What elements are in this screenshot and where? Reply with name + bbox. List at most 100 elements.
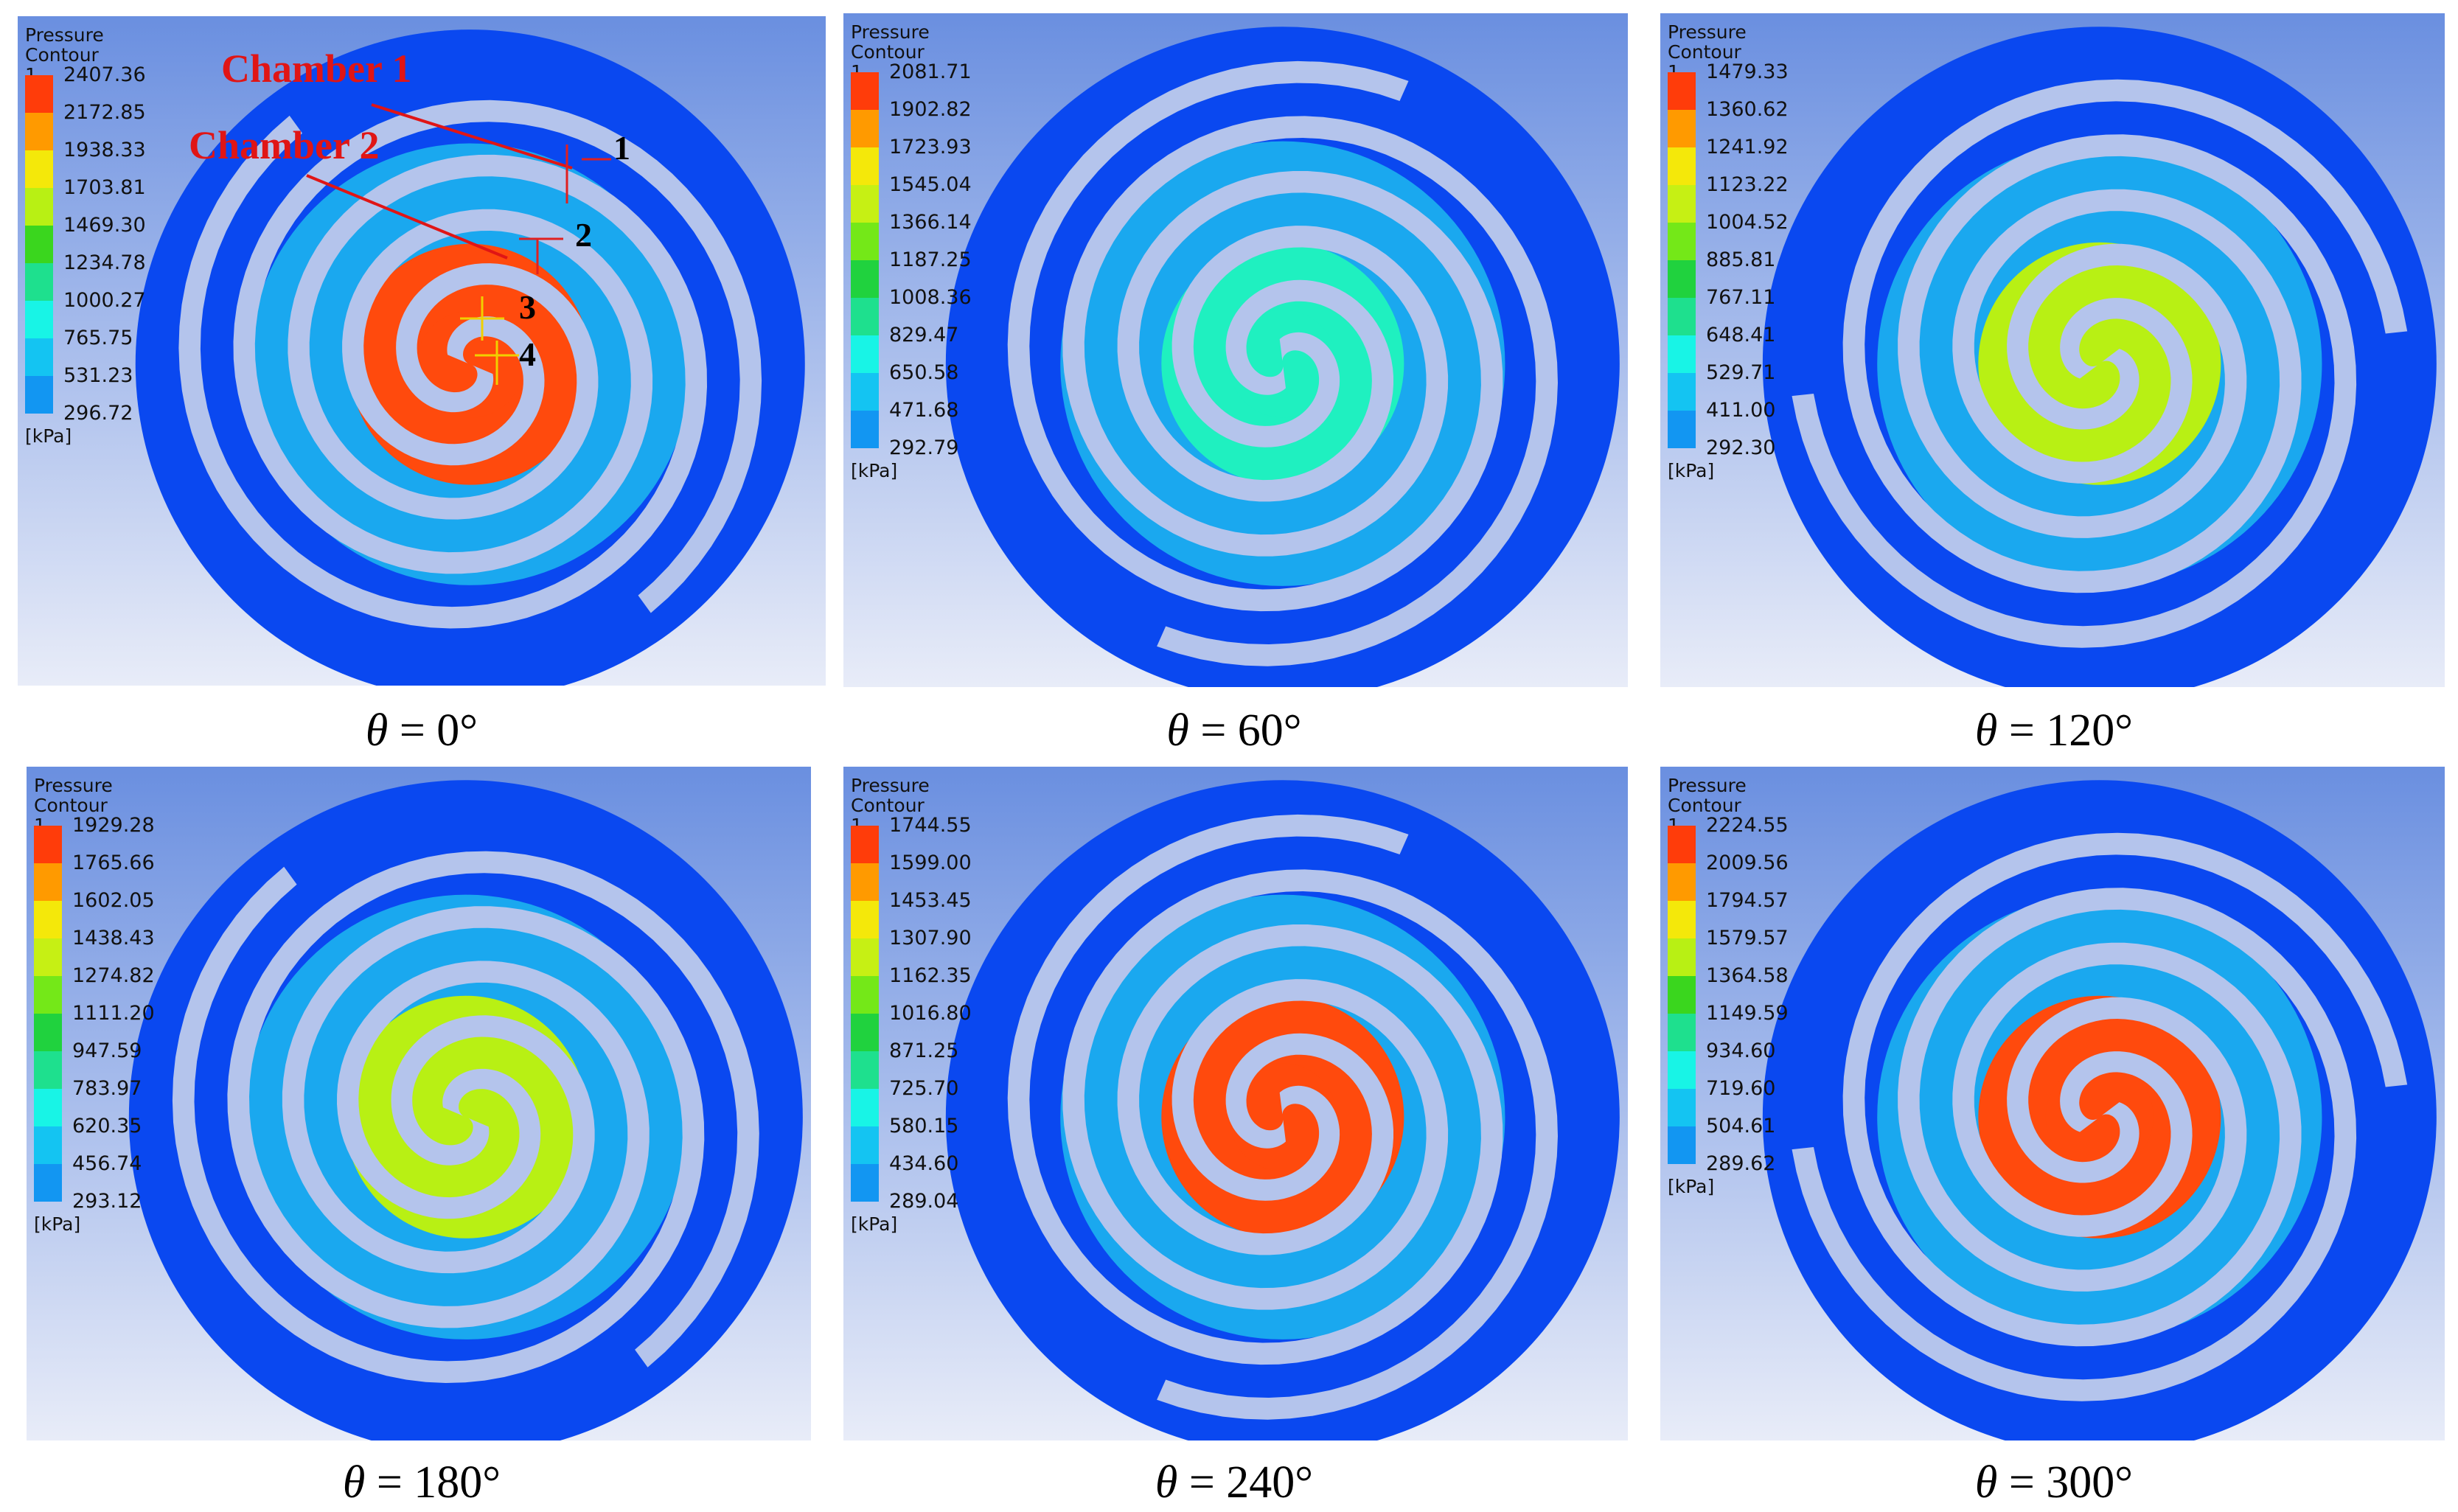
fixed-scroll-wrap [1792, 888, 2357, 1401]
chamber-1-label: Chamber 1 [221, 46, 412, 91]
caption-theta-120: θ = 120° [1974, 706, 2134, 756]
legend-value: 1162.35 [889, 964, 972, 987]
legend-swatch [1668, 72, 1696, 110]
legend-value: 292.79 [889, 436, 959, 459]
legend-value: 783.97 [72, 1077, 142, 1100]
legend-value: 1744.55 [889, 814, 972, 837]
legend-value: 934.60 [1706, 1039, 1776, 1062]
legend-value: 885.81 [1706, 248, 1776, 271]
legend-swatch [1668, 110, 1696, 147]
legend-value: 434.60 [889, 1152, 959, 1175]
legend-value: 1723.93 [889, 136, 972, 158]
legend-swatch [34, 938, 62, 976]
legend-swatch [851, 335, 879, 373]
legend-title-line: Pressure [851, 21, 930, 43]
legend-value: 1469.30 [63, 214, 146, 237]
legend-value: 1307.90 [889, 927, 972, 950]
legend-swatch [851, 72, 879, 110]
orbiting-scroll-wrap [1007, 814, 1503, 1365]
legend-swatch [851, 298, 879, 335]
legend-swatch [851, 1126, 879, 1164]
fixed-scroll-wrap [1842, 79, 2408, 593]
legend-swatch [851, 185, 879, 223]
legend-unit: [kPa] [1668, 460, 1715, 481]
caption-theta-60: θ = 60° [1166, 706, 1302, 756]
legend-value: 1703.81 [63, 176, 146, 199]
legend-swatch [34, 976, 62, 1014]
legend-value: 504.61 [1706, 1115, 1776, 1138]
legend-value: 289.62 [1706, 1152, 1776, 1175]
legend-value: 1274.82 [72, 964, 155, 987]
legend-value: 289.04 [889, 1190, 959, 1213]
legend-swatch [1668, 1051, 1696, 1089]
legend-value: 719.60 [1706, 1077, 1776, 1100]
legend-swatch [851, 110, 879, 147]
legend-swatch [851, 1014, 879, 1051]
legend-value: 2009.56 [1706, 851, 1789, 874]
legend-swatch [25, 226, 53, 263]
pressure-contour-field [843, 13, 1628, 687]
legend-value: 1366.14 [889, 211, 972, 234]
legend-swatch [1668, 901, 1696, 938]
legend-value: 1149.59 [1706, 1002, 1789, 1025]
legend-value: 2407.36 [63, 63, 146, 86]
legend-swatch [34, 1051, 62, 1089]
legend-value: 1000.27 [63, 289, 146, 312]
fixed-scroll-wrap [1007, 60, 1503, 612]
legend-swatch [1668, 185, 1696, 223]
legend-swatch [25, 150, 53, 188]
legend-value: 1545.04 [889, 173, 972, 196]
legend-swatch [1668, 976, 1696, 1014]
legend-swatch [851, 863, 879, 901]
pressure-contour-field [1660, 767, 2445, 1440]
legend-swatch [1668, 373, 1696, 411]
legend-value: 620.35 [72, 1115, 142, 1138]
legend-value: 529.71 [1706, 361, 1776, 384]
point-3-label: 3 [519, 288, 536, 326]
legend-swatch [25, 75, 53, 113]
legend-swatch [1668, 298, 1696, 335]
legend-value: 580.15 [889, 1115, 959, 1138]
legend-unit: [kPa] [34, 1213, 81, 1235]
legend-value: 1938.33 [63, 139, 146, 161]
legend-unit: [kPa] [851, 460, 898, 481]
legend-swatch [25, 376, 53, 414]
legend-swatch [851, 260, 879, 298]
legend-value: 2081.71 [889, 60, 972, 83]
legend-unit: [kPa] [1668, 1176, 1715, 1197]
legend-value: 531.23 [63, 364, 133, 387]
legend-title-line: Pressure [25, 24, 104, 46]
legend-value: 648.41 [1706, 324, 1776, 346]
legend-value: 1364.58 [1706, 964, 1789, 987]
legend-swatch [34, 863, 62, 901]
legend-value: 1929.28 [72, 814, 155, 837]
legend-title-line: Pressure [1668, 775, 1747, 796]
point-2-label: 2 [575, 216, 592, 254]
pressure-contour-field [27, 767, 811, 1440]
pressure-contour-field [1660, 13, 2445, 687]
legend-value: 765.75 [63, 327, 133, 349]
legend-value: 725.70 [889, 1077, 959, 1100]
legend-swatch [34, 1126, 62, 1164]
legend-value: 1187.25 [889, 248, 972, 271]
legend-swatch [25, 113, 53, 150]
legend-swatch [851, 826, 879, 863]
legend-value: 1123.22 [1706, 173, 1789, 196]
legend-swatch [851, 1089, 879, 1126]
legend-value: 471.68 [889, 399, 959, 422]
legend-swatch [34, 826, 62, 863]
legend-swatch [851, 1051, 879, 1089]
orbiting-scroll-wrap [1792, 134, 2357, 648]
legend-value: 871.25 [889, 1039, 959, 1062]
pressure-contour-field [843, 767, 1628, 1440]
legend-value: 1765.66 [72, 851, 155, 874]
legend-swatch [851, 901, 879, 938]
legend-swatch [1668, 147, 1696, 185]
legend-value: 293.12 [72, 1190, 142, 1213]
legend-value: 411.00 [1706, 399, 1776, 422]
legend-swatch [851, 147, 879, 185]
